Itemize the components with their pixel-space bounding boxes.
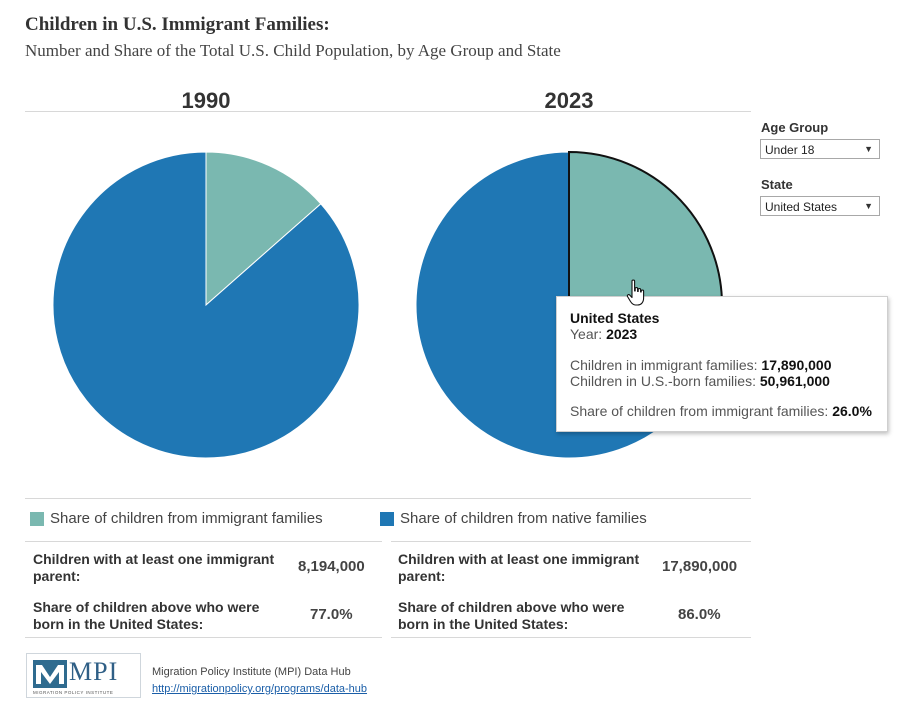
chart-title-1990: 1990 — [181, 88, 231, 113]
chart-title-2023: 2023 — [544, 88, 594, 113]
tooltip-native-label: Children in U.S.-born families: — [570, 373, 756, 389]
tooltip-native-value: 50,961,000 — [759, 373, 830, 389]
mpi-logo-mark-icon — [33, 660, 67, 688]
tooltip-native: Children in U.S.-born families: 50,961,0… — [570, 373, 830, 389]
stat-label-line: Share of children above who were — [33, 599, 260, 615]
mpi-logo-text: MPI — [69, 657, 119, 686]
stat-label-line: born in the United States: — [33, 616, 204, 632]
stats-divider-left-bottom — [25, 637, 382, 638]
stats-divider-right-top — [391, 541, 751, 542]
pie-slice-immigrant[interactable] — [568, 150, 723, 316]
stat-2023-share-label: Share of children above who were born in… — [398, 599, 624, 633]
page-subtitle: Number and Share of the Total U.S. Child… — [25, 41, 561, 60]
stat-label-line: born in the United States: — [398, 616, 569, 632]
age-group-label: Age Group — [761, 120, 829, 135]
tooltip-share-label: Share of children from immigrant familie… — [570, 403, 829, 419]
stat-label-line: parent: — [33, 568, 81, 584]
state-label: State — [761, 177, 793, 192]
chart-tooltip: United States Year: 2023 Children in imm… — [556, 296, 888, 432]
title-divider — [25, 111, 751, 112]
stats-divider-left-top — [25, 541, 382, 542]
tooltip-share-value: 26.0% — [832, 403, 872, 419]
state-value: United States — [765, 200, 838, 214]
stat-label-line: parent: — [398, 568, 446, 584]
pie-slice-native[interactable] — [52, 151, 360, 459]
tooltip-year-value: 2023 — [606, 326, 638, 342]
legend-top-divider — [25, 498, 751, 499]
tooltip-title: United States — [570, 310, 660, 326]
pie-slice-immigrant[interactable] — [205, 151, 322, 307]
legend-label-native: Share of children from native families — [400, 510, 647, 527]
age-group-select[interactable]: Under 18 ▼ — [760, 139, 880, 159]
mpi-logo: MPI MIGRATION POLICY INSTITUTE — [26, 653, 141, 698]
footer-source: Migration Policy Institute (MPI) Data Hu… — [152, 666, 351, 678]
legend-swatch-immigrant — [30, 512, 44, 526]
hand-cursor-icon — [626, 279, 645, 306]
legend-label-immigrant: Share of children from immigrant familie… — [50, 510, 323, 527]
stat-label-line: Share of children above who were — [398, 599, 625, 615]
age-group-value: Under 18 — [765, 143, 815, 157]
stat-1990-share-label: Share of children above who were born in… — [33, 599, 259, 633]
stat-2023-share-value: 86.0% — [678, 606, 721, 623]
state-select[interactable]: United States ▼ — [760, 196, 880, 216]
tooltip-share: Share of children from immigrant familie… — [570, 403, 872, 419]
tooltip-immigrant: Children in immigrant families: 17,890,0… — [570, 357, 831, 373]
tooltip-year: Year: 2023 — [570, 326, 637, 342]
stat-1990-children-label: Children with at least one immigrant par… — [33, 551, 274, 585]
stats-divider-right-bottom — [391, 637, 751, 638]
stat-2023-children-value: 17,890,000 — [662, 558, 738, 575]
pie-chart-1990 — [52, 151, 360, 459]
stat-label-line: Children with at least one immigrant — [398, 551, 640, 567]
stat-2023-children-label: Children with at least one immigrant par… — [398, 551, 639, 585]
tooltip-year-label: Year: — [570, 326, 603, 342]
mpi-logo-subtext: MIGRATION POLICY INSTITUTE — [33, 690, 114, 695]
dropdown-arrow-icon: ▼ — [864, 144, 873, 154]
tooltip-immigrant-label: Children in immigrant families: — [570, 357, 758, 373]
stat-1990-children-value: 8,194,000 — [298, 558, 365, 575]
stat-1990-share-value: 77.0% — [310, 606, 353, 623]
page-title: Children in U.S. Immigrant Families: — [25, 14, 330, 35]
legend-swatch-native — [380, 512, 394, 526]
stat-label-line: Children with at least one immigrant — [33, 551, 275, 567]
tooltip-immigrant-value: 17,890,000 — [761, 357, 832, 373]
dropdown-arrow-icon: ▼ — [864, 201, 873, 211]
footer-link[interactable]: http://migrationpolicy.org/programs/data… — [152, 683, 368, 695]
